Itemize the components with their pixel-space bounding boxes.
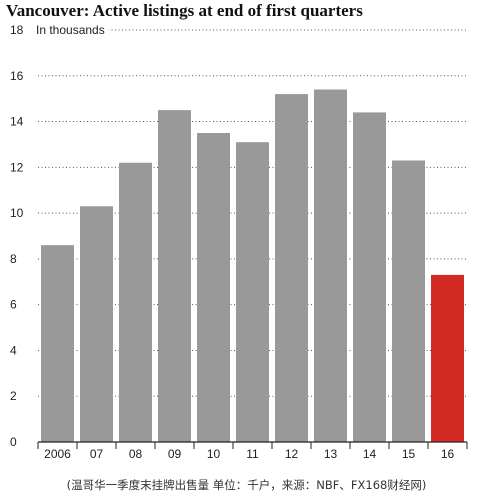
y-tick-label-8: 8 (10, 252, 17, 266)
x-tick-label-2006: 2006 (44, 447, 71, 461)
y-tick-label-2: 2 (10, 389, 17, 403)
x-tick-label-14: 14 (363, 447, 377, 461)
x-tick-label-08: 08 (129, 447, 143, 461)
bar-08 (119, 162, 152, 442)
y-tick-label-14: 14 (10, 115, 24, 129)
x-tick-label-16: 16 (441, 447, 455, 461)
y-tick-label-16: 16 (10, 69, 24, 83)
bar-11 (236, 142, 269, 442)
chart-caption: (温哥华一季度末挂牌出售量 单位：千户，来源：NBF、FX168财经网) (66, 478, 427, 492)
tick-labels: 0 2 4 6 8 10 12 14 16 18 In thousands 2006 07 08 09 10 1… (10, 23, 454, 461)
x-tick-label-07: 07 (90, 447, 104, 461)
y-tick-label-12: 12 (10, 160, 24, 174)
bar-12 (275, 94, 308, 442)
bar-2006 (41, 245, 74, 442)
x-tick-label-12: 12 (285, 447, 299, 461)
bar-09 (158, 110, 191, 442)
bar-07 (80, 206, 113, 442)
x-tick-label-11: 11 (246, 447, 259, 461)
bar-16 (431, 274, 464, 442)
y-tick-label-10: 10 (10, 206, 24, 220)
bar-15 (392, 160, 425, 442)
bar-10 (197, 133, 230, 442)
x-tick-label-15: 15 (402, 447, 416, 461)
chart-title: Vancouver: Active listings at end of fir… (6, 1, 363, 20)
axes (37, 441, 468, 449)
x-tick-label-09: 09 (168, 447, 182, 461)
x-tick-label-13: 13 (324, 447, 338, 461)
y-tick-label-0: 0 (10, 435, 17, 449)
bar-14 (353, 112, 386, 443)
bar-13 (314, 89, 347, 442)
bars (41, 89, 464, 443)
y-tick-label-18: 18 (10, 23, 24, 37)
y-tick-label-4: 4 (10, 343, 17, 357)
y-tick-label-6: 6 (10, 298, 17, 312)
unit-label: In thousands (36, 23, 105, 37)
unit-label-backdrop (34, 22, 109, 38)
x-tick-label-10: 10 (207, 447, 221, 461)
